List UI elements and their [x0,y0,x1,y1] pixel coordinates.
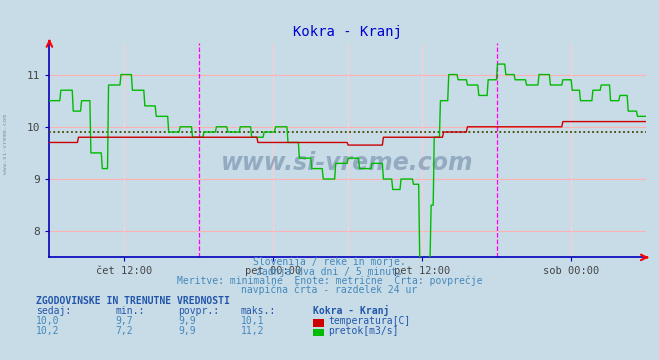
Text: pretok[m3/s]: pretok[m3/s] [328,326,399,336]
Text: www.si-vreme.com: www.si-vreme.com [3,114,8,174]
Text: Kokra - Kranj: Kokra - Kranj [313,305,389,316]
Text: 9,7: 9,7 [115,316,133,326]
Text: 10,0: 10,0 [36,316,60,326]
Text: zadnja dva dni / 5 minut.: zadnja dva dni / 5 minut. [256,267,403,277]
Text: povpr.:: povpr.: [178,306,219,316]
Text: 10,1: 10,1 [241,316,264,326]
Text: maks.:: maks.: [241,306,275,316]
Text: 9,9: 9,9 [178,326,196,336]
Text: sedaj:: sedaj: [36,306,71,316]
Text: ZGODOVINSKE IN TRENUTNE VREDNOSTI: ZGODOVINSKE IN TRENUTNE VREDNOSTI [36,296,230,306]
Text: Slovenija / reke in morje.: Slovenija / reke in morje. [253,257,406,267]
Text: 10,2: 10,2 [36,326,60,336]
Text: temperatura[C]: temperatura[C] [328,316,411,326]
Text: 7,2: 7,2 [115,326,133,336]
Text: min.:: min.: [115,306,145,316]
Text: navpična črta - razdelek 24 ur: navpična črta - razdelek 24 ur [241,285,418,296]
Text: 9,9: 9,9 [178,316,196,326]
Title: Kokra - Kranj: Kokra - Kranj [293,25,402,39]
Text: Meritve: minimalne  Enote: metrične  Črta: povprečje: Meritve: minimalne Enote: metrične Črta:… [177,274,482,286]
Text: 11,2: 11,2 [241,326,264,336]
Text: www.si-vreme.com: www.si-vreme.com [221,151,474,175]
